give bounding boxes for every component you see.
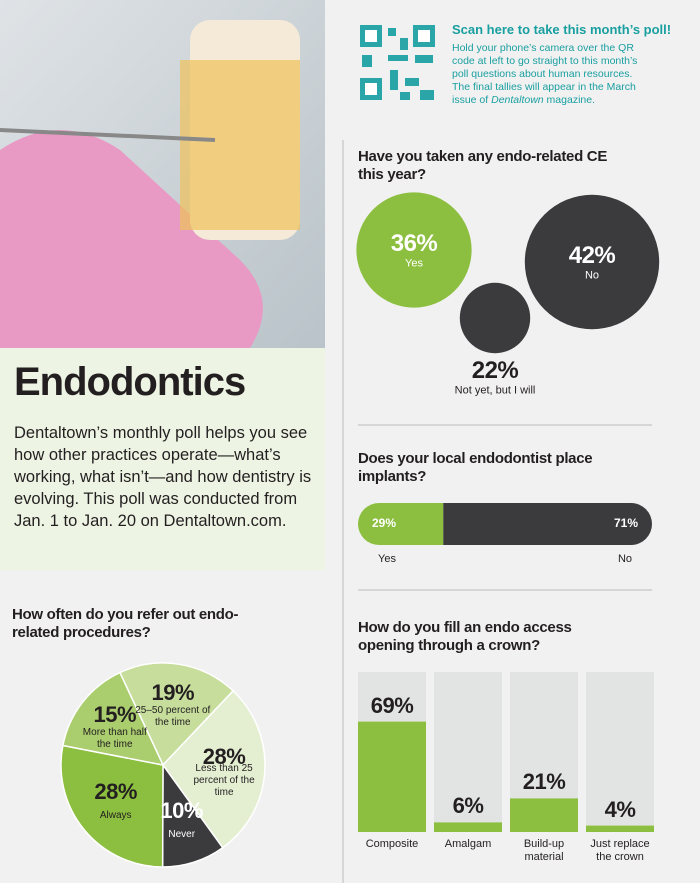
bar xyxy=(434,822,502,832)
value-label: 21% xyxy=(522,769,566,795)
glove xyxy=(0,130,263,348)
bubble xyxy=(524,194,660,330)
question: How often do you refer out endo-related … xyxy=(12,606,239,641)
description: Dentaltown’s monthly poll helps you see … xyxy=(14,424,312,530)
category-label: Always xyxy=(99,809,132,821)
bar xyxy=(510,798,578,832)
value-label: 29% xyxy=(372,516,397,530)
pie-slice xyxy=(60,744,164,868)
bar xyxy=(586,825,654,832)
poll-body: Hold your phone’s camera over the QR cod… xyxy=(452,42,638,106)
category-label: 25–50 percent of the time xyxy=(135,704,211,728)
category-label: Build-up material xyxy=(523,838,565,863)
bar-background xyxy=(434,672,502,832)
pie-slice xyxy=(61,671,165,767)
value-label: 28% xyxy=(94,778,137,804)
bar xyxy=(358,721,426,832)
bubble xyxy=(356,192,472,308)
question: Does your local endodontist place implan… xyxy=(358,450,593,485)
bubble xyxy=(459,282,531,354)
poll-end: magazine. xyxy=(543,94,596,106)
bar-segment xyxy=(443,503,652,545)
category-label: Not yet, but I will xyxy=(454,384,536,397)
value-label: 28% xyxy=(202,744,246,770)
bar-segment xyxy=(358,503,444,545)
category-label: Yes xyxy=(405,257,423,270)
value-label: 36% xyxy=(390,230,438,257)
category-label: Composite xyxy=(365,838,419,850)
value-label: 69% xyxy=(370,692,414,718)
tooth-section xyxy=(180,60,300,230)
category-label: Never xyxy=(168,829,196,841)
question: How do you fill an endo access opening t… xyxy=(358,619,572,654)
poll-text: Hold your phone’s camera over the QR cod… xyxy=(452,42,652,107)
poll-heading: Scan here to take this month’s poll! xyxy=(452,22,672,37)
category-label: Yes xyxy=(378,553,396,565)
category-label: No xyxy=(617,553,632,565)
value-label: 4% xyxy=(604,796,636,822)
value-label: 6% xyxy=(452,793,484,819)
pie-slice xyxy=(118,662,235,767)
value-label: 19% xyxy=(151,679,195,705)
intro-panel xyxy=(0,348,325,570)
value-label: 42% xyxy=(568,242,616,269)
value-label: 10% xyxy=(160,798,203,824)
instrument xyxy=(0,128,216,142)
category-label: Amalgam xyxy=(444,838,492,850)
bar-background xyxy=(586,672,654,832)
category-label: More than half the time xyxy=(82,727,147,751)
value-label: 22% xyxy=(471,357,519,385)
qr-code xyxy=(360,25,435,100)
pie-slice xyxy=(162,689,266,849)
title: Endodontics xyxy=(14,360,246,404)
value-label: 15% xyxy=(93,702,137,728)
category-label: Less than 25 percent of the time xyxy=(193,763,255,799)
value-label: 71% xyxy=(613,516,638,530)
magazine: Dentaltown xyxy=(491,94,544,106)
question: Have you taken any endo-related CE this … xyxy=(358,148,608,183)
category-label: Just replace the crown xyxy=(590,838,650,863)
category-label: No xyxy=(584,269,600,282)
